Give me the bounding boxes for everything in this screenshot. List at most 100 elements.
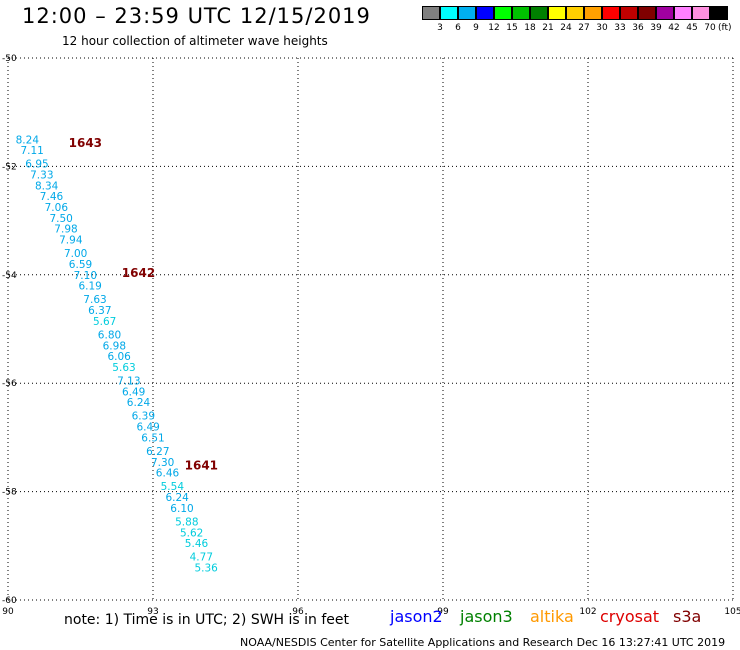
wave-height-point: 6.39 — [132, 411, 155, 423]
color-scale-swatch — [476, 6, 494, 20]
chart-subtitle: 12 hour collection of altimeter wave hei… — [62, 34, 328, 48]
x-tick-label: 102 — [579, 607, 596, 617]
legend-item-altika: altika — [530, 607, 574, 626]
footer-credit: NOAA/NESDIS Center for Satellite Applica… — [240, 636, 726, 649]
wave-height-point: 7.10 — [74, 270, 97, 282]
wave-height-point: 7.13 — [117, 375, 140, 387]
wave-height-point: 7.33 — [30, 170, 53, 182]
color-scale-swatch — [620, 6, 638, 20]
time-labels: 1643 1642 1641 — [69, 136, 218, 472]
wave-height-point: 5.46 — [185, 538, 209, 550]
wave-height-point: 6.46 — [156, 468, 180, 480]
note-text: note: 1) Time is in UTC; 2) SWH is in fe… — [64, 612, 350, 628]
wave-height-point: 6.95 — [25, 159, 48, 171]
wave-height-point: 6.59 — [69, 259, 92, 271]
x-tick-label: 99 — [437, 607, 449, 617]
color-scale-swatch — [674, 6, 692, 20]
color-scale-label: 27 — [578, 23, 590, 33]
wave-height-point: 6.49 — [122, 386, 145, 398]
x-tick-label: 90 — [2, 607, 14, 617]
y-tick-label: -50 — [2, 54, 17, 64]
color-scale-label: 70 — [704, 23, 716, 33]
x-tick-label: 96 — [292, 607, 304, 617]
color-scale-label: 3 — [437, 23, 443, 33]
wave-height-point: 7.30 — [151, 457, 174, 469]
color-scale-swatch — [584, 6, 602, 20]
color-scale-swatch — [602, 6, 620, 20]
y-tick-label: -60 — [2, 596, 17, 606]
pass-time-label: 1641 — [185, 459, 218, 473]
wave-height-point: 5.62 — [180, 527, 203, 539]
axis-tick-labels: 90 93 96 99 102 105 -50 -52 -54 -56 -58 -60 — [2, 54, 740, 617]
wave-height-point: 8.24 — [16, 134, 40, 146]
wave-height-point: 4.77 — [190, 552, 213, 564]
x-tick-label: 93 — [147, 607, 158, 617]
wave-height-point: 7.98 — [54, 224, 77, 236]
legend-item-jason2: jason2 — [390, 607, 443, 626]
color-scale-swatch — [548, 6, 566, 20]
color-scale-label: 45 — [686, 23, 698, 33]
wave-height-points: 8.247.11 6.957.338.347.467.067.507.987.94… — [16, 134, 219, 574]
y-tick-label: -54 — [2, 271, 17, 281]
color-scale-unit: (ft) — [718, 23, 732, 33]
wave-height-point: 6.19 — [78, 281, 101, 293]
wave-height-point: 6.80 — [98, 329, 121, 341]
wave-height-point: 6.24 — [165, 492, 189, 504]
wave-height-point: 5.63 — [112, 362, 135, 374]
y-tick-label: -56 — [2, 379, 17, 389]
color-scale-swatch — [692, 6, 710, 20]
wave-height-point: 6.51 — [141, 432, 164, 444]
color-scale-swatch — [566, 6, 584, 20]
wave-height-point: 7.46 — [40, 191, 64, 203]
y-tick-label: -52 — [2, 162, 17, 172]
wave-height-point: 6.06 — [107, 351, 131, 363]
wave-height-point: 7.50 — [49, 213, 72, 225]
color-scale-swatch — [422, 6, 440, 20]
wave-height-point: 6.98 — [103, 340, 126, 352]
wave-height-point: 5.88 — [175, 516, 198, 528]
color-scale-swatch — [494, 6, 512, 20]
color-scale-label: 15 — [506, 23, 518, 33]
color-scale-swatch — [710, 6, 728, 20]
pass-time-label: 1643 — [69, 136, 102, 150]
color-scale-swatch — [458, 6, 476, 20]
wave-height-point: 5.67 — [93, 316, 116, 328]
color-scale-swatch — [638, 6, 656, 20]
color-scale-label: 33 — [614, 23, 626, 33]
wave-height-point: 7.11 — [20, 145, 43, 157]
color-scale-label: 30 — [596, 23, 608, 33]
wave-height-point: 8.34 — [35, 180, 59, 192]
wave-height-point: 6.27 — [146, 446, 169, 458]
legend-item-s3a: s3a — [673, 607, 702, 626]
map-grid — [7, 57, 734, 601]
pass-time-label: 1642 — [122, 266, 155, 280]
wave-height-point: 6.49 — [136, 422, 159, 434]
wave-height-point: 7.06 — [45, 202, 69, 214]
x-tick-label: 105 — [724, 607, 740, 617]
color-scale-label: 36 — [632, 23, 644, 33]
wave-height-point: 7.63 — [83, 294, 106, 306]
color-scale-label: 6 — [455, 23, 461, 33]
wave-height-point: 5.36 — [194, 562, 218, 574]
wave-height-point: 6.24 — [127, 397, 151, 409]
wave-height-point: 7.94 — [59, 235, 83, 247]
color-scale-label: 39 — [650, 23, 662, 33]
wave-height-point: 7.00 — [64, 248, 87, 260]
color-scale-label: 21 — [542, 23, 554, 33]
color-scale-label: 9 — [473, 23, 479, 33]
y-tick-label: -58 — [2, 488, 17, 498]
color-scale-label: 12 — [488, 23, 500, 33]
legend-item-jason3: jason3 — [460, 607, 513, 626]
color-scale-swatch — [530, 6, 548, 20]
color-scale-swatch — [440, 6, 458, 20]
wave-height-point: 6.37 — [88, 305, 111, 317]
color-scale-label: 24 — [560, 23, 572, 33]
color-scale-swatch — [656, 6, 674, 20]
wave-height-point: 5.54 — [161, 481, 185, 493]
legend-item-cryosat: cryosat — [600, 607, 660, 626]
color-scale-label: 18 — [524, 23, 536, 33]
color-scale-swatch — [512, 6, 530, 20]
wave-height-point: 6.10 — [170, 503, 193, 515]
chart-title: 12:00 – 23:59 UTC 12/15/2019 — [22, 4, 371, 28]
